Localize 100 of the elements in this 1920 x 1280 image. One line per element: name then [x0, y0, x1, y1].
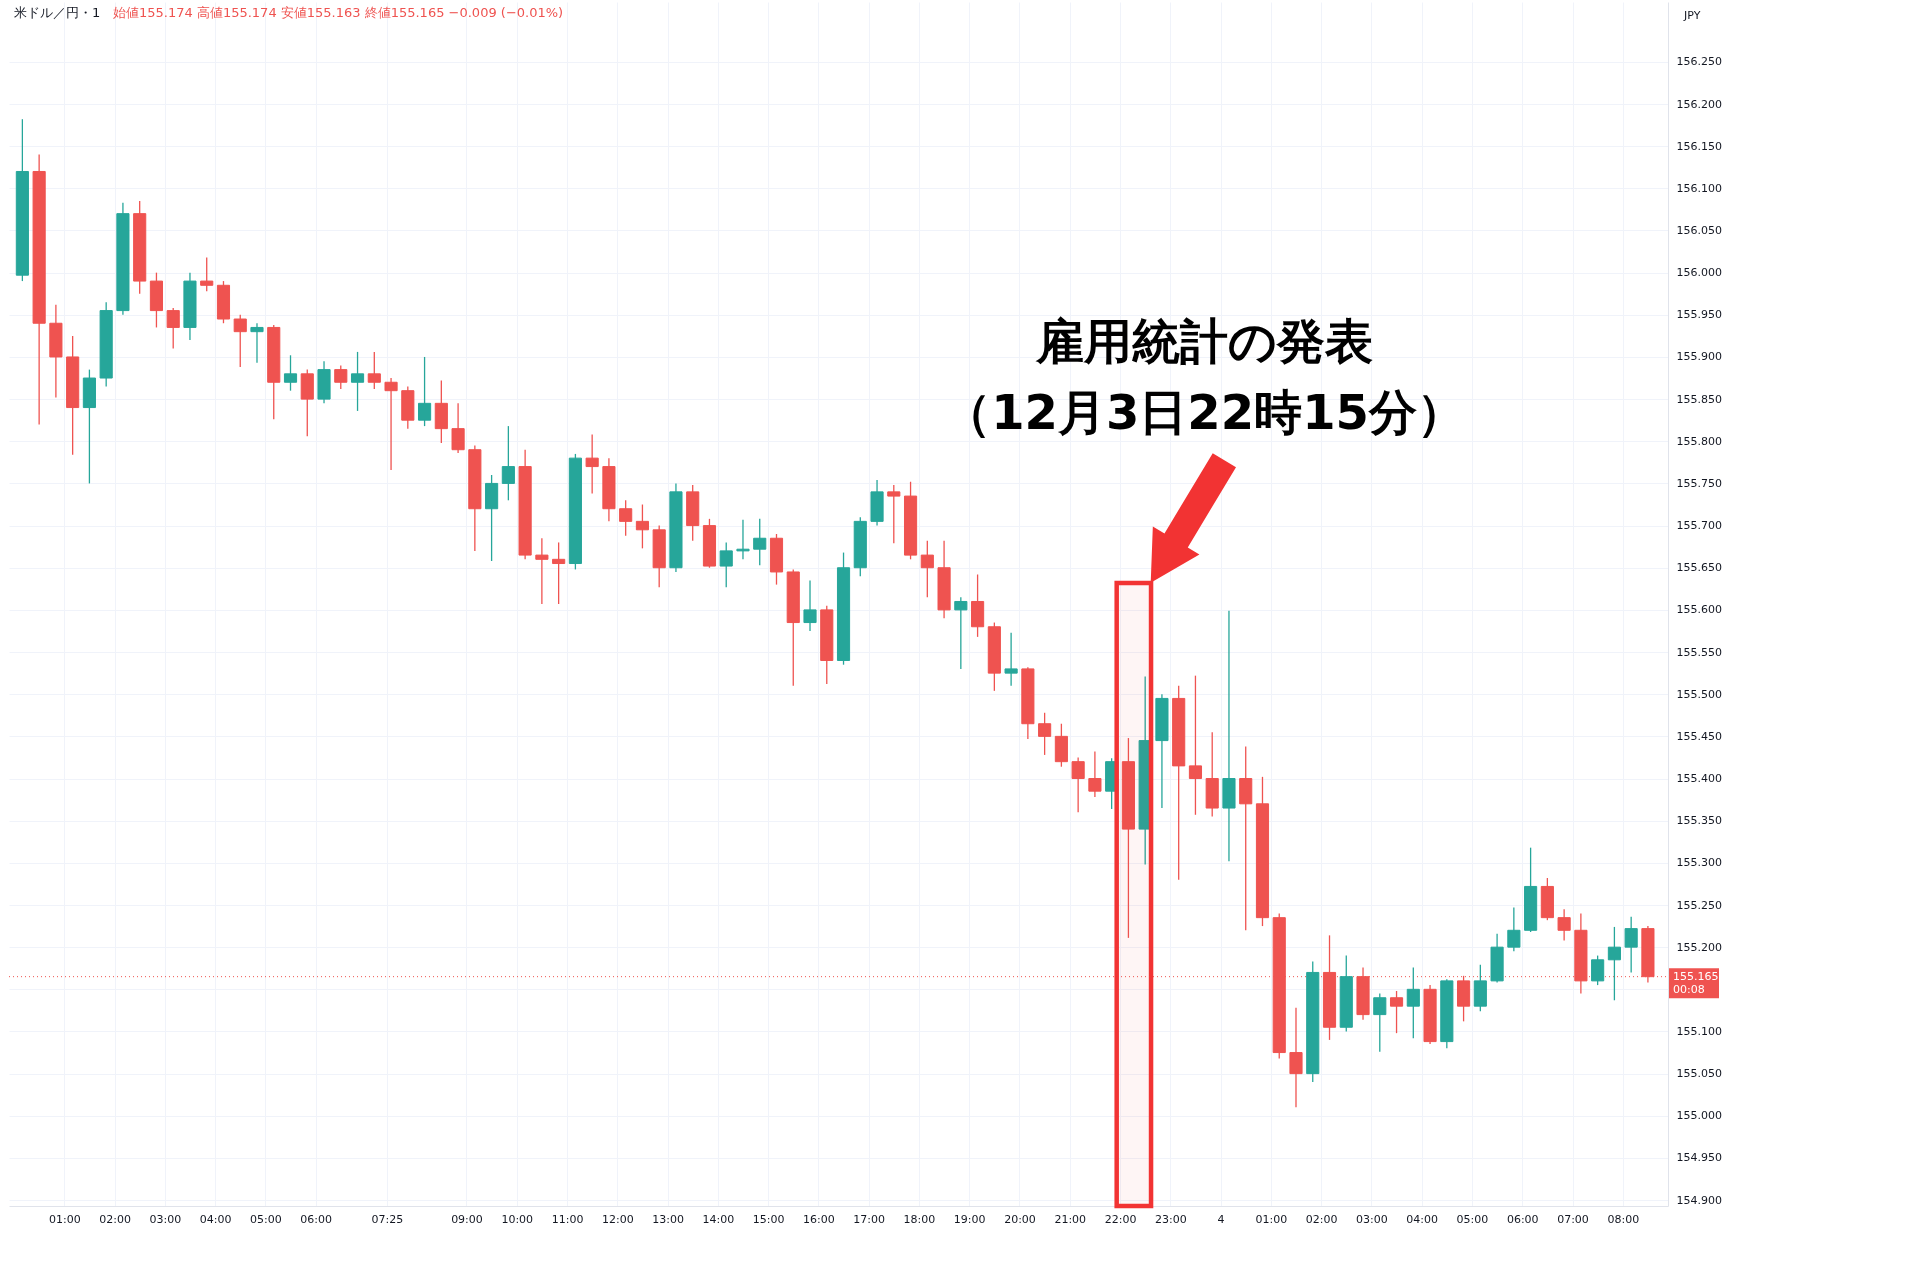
chart-title: 米ドル／円・1	[14, 5, 101, 20]
x-tick-label: 23:00	[1154, 1212, 1187, 1226]
y-tick-label: 155.100	[1676, 1024, 1722, 1038]
y-tick-label: 156.100	[1676, 181, 1722, 195]
x-tick-label: 07:00	[1557, 1212, 1589, 1226]
candlestick	[1373, 992, 1387, 1053]
x-tick-label: 09:00	[451, 1212, 483, 1226]
x-tick-label: 04:00	[199, 1212, 232, 1226]
x-tick-label: 02:00	[99, 1212, 131, 1226]
candlestick	[635, 503, 649, 549]
candlestick	[1038, 712, 1052, 756]
y-tick-label: 155.750	[1676, 476, 1722, 490]
y-tick-label: 155.800	[1676, 434, 1722, 448]
chart-subtitle: 始値155.174 高値155.174 安値155.163 終値155.165 −0.009 (−0.01%)	[113, 5, 564, 20]
x-tick-label: 18:00	[903, 1212, 936, 1226]
candlestick	[1188, 675, 1203, 816]
y-tick-label: 155.700	[1676, 519, 1722, 533]
y-tick-label: 155.400	[1676, 772, 1722, 786]
y-tick-label: 155.500	[1676, 687, 1722, 701]
y-tick-label: 155.050	[1676, 1067, 1722, 1081]
x-tick-label: 12:00	[601, 1212, 634, 1226]
y-tick-label: 154.900	[1676, 1193, 1722, 1207]
x-tick-label: 4	[1217, 1212, 1225, 1226]
candlestick	[1389, 990, 1404, 1034]
candlestick	[1071, 756, 1085, 813]
x-tick-label: 05:00	[1456, 1212, 1489, 1226]
y-tick-label: 155.650	[1676, 561, 1722, 575]
candlestick	[501, 425, 515, 501]
x-tick-label: 14:00	[702, 1212, 735, 1226]
y-tick-label: 156.150	[1676, 139, 1722, 153]
y-tick-label: 156.050	[1676, 223, 1722, 237]
candlestick	[1004, 632, 1018, 687]
x-tick-label: 07:25	[371, 1212, 404, 1226]
candlestick	[1591, 954, 1605, 986]
annotation: 雇用統計の発表（12月3日22時15分）	[943, 312, 1465, 440]
y-axis-title: JPY	[1683, 9, 1701, 22]
candlestick	[552, 541, 566, 605]
candlestick	[418, 356, 432, 427]
x-tick-label: 04:00	[1406, 1212, 1439, 1226]
candlestick	[535, 537, 549, 605]
x-tick-label: 15:00	[752, 1212, 785, 1226]
x-tick-label: 06:00	[300, 1212, 332, 1226]
candlestick	[334, 364, 348, 390]
y-tick-label: 155.900	[1676, 350, 1722, 364]
candlestick	[1289, 1007, 1303, 1108]
candlestick	[1406, 966, 1420, 1039]
candlestick	[451, 402, 465, 454]
candlestick	[887, 484, 901, 544]
y-tick-label: 156.000	[1676, 266, 1722, 280]
candlestick	[166, 307, 180, 350]
candlestick	[200, 256, 214, 292]
x-tick-label: 01:00	[48, 1212, 81, 1226]
x-tick-label: 22:00	[1104, 1212, 1137, 1226]
x-tick-label: 11:00	[551, 1212, 584, 1226]
y-tick-label: 155.850	[1676, 392, 1722, 406]
y-tick-label: 155.950	[1676, 308, 1722, 322]
candlestick	[233, 314, 247, 368]
candlestick	[350, 351, 365, 412]
candlestick	[1557, 908, 1571, 942]
candlestick	[719, 541, 733, 588]
x-tick-label: 13:00	[652, 1212, 684, 1226]
candlestick	[920, 540, 934, 598]
candlestick	[283, 354, 298, 392]
candlestick	[619, 499, 633, 537]
candlestick	[585, 433, 599, 495]
y-tick-label: 155.350	[1676, 814, 1722, 828]
candlestick	[803, 579, 817, 632]
y-tick-label: 156.200	[1676, 97, 1722, 111]
x-tick-label: 02:00	[1305, 1212, 1338, 1226]
candlestick	[1624, 916, 1638, 974]
candlestick	[1607, 926, 1621, 1001]
x-tick-label: 03:00	[149, 1212, 182, 1226]
y-tick-label: 156.250	[1676, 55, 1722, 69]
x-tick-label: 08:00	[1607, 1212, 1640, 1226]
candlestick	[250, 322, 264, 364]
y-tick-label: 155.250	[1676, 898, 1722, 912]
x-tick-label: 01:00	[1255, 1212, 1288, 1226]
y-tick-label: 155.300	[1676, 856, 1722, 870]
x-tick-label: 21:00	[1054, 1212, 1087, 1226]
ref-line-label: 155.165 00:08	[1673, 969, 1719, 996]
candlestick	[954, 596, 968, 670]
y-tick-label: 155.000	[1676, 1109, 1722, 1123]
x-tick-label: 06:00	[1506, 1212, 1539, 1226]
y-tick-label: 154.950	[1676, 1151, 1722, 1165]
y-tick-label: 155.600	[1676, 603, 1722, 617]
x-tick-label: 16:00	[803, 1212, 835, 1226]
x-tick-label: 17:00	[853, 1212, 886, 1226]
y-tick-label: 155.550	[1676, 645, 1722, 659]
candlestick	[1507, 906, 1521, 953]
y-tick-label: 155.200	[1676, 940, 1722, 954]
candlestick	[384, 377, 398, 471]
candlestick	[736, 519, 750, 560]
x-tick-label: 10:00	[501, 1212, 534, 1226]
x-tick-label: 03:00	[1356, 1212, 1388, 1226]
candlestick	[753, 518, 767, 566]
candlestick	[367, 351, 381, 390]
x-tick-label: 19:00	[953, 1212, 986, 1226]
y-tick-label: 155.450	[1676, 729, 1722, 743]
candlestick	[1088, 750, 1102, 798]
x-tick-label: 05:00	[250, 1212, 282, 1226]
